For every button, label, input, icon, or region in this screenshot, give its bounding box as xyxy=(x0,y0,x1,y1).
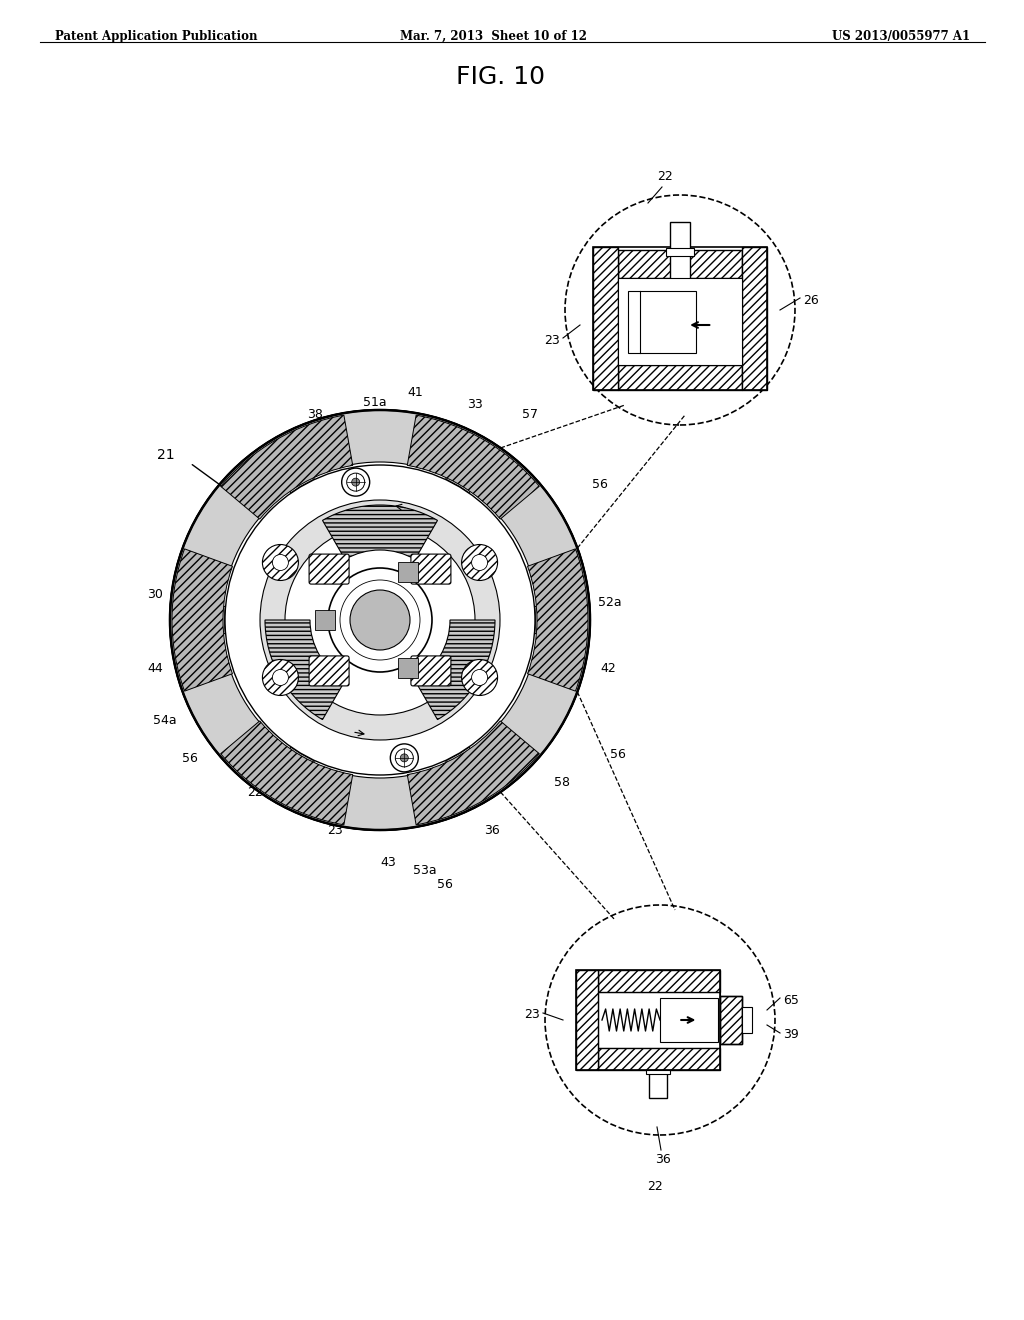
Text: 33: 33 xyxy=(467,399,483,412)
Circle shape xyxy=(400,754,409,762)
Bar xyxy=(598,993,720,1048)
Wedge shape xyxy=(170,411,590,830)
Bar xyxy=(690,249,742,279)
Bar xyxy=(720,997,742,1044)
Text: 22: 22 xyxy=(647,1180,663,1193)
Text: 22: 22 xyxy=(247,785,263,799)
Bar xyxy=(742,247,767,389)
Circle shape xyxy=(472,669,487,685)
Circle shape xyxy=(342,469,370,496)
Circle shape xyxy=(272,669,289,685)
Text: 22: 22 xyxy=(657,170,673,183)
Bar xyxy=(646,1071,670,1074)
Bar xyxy=(660,998,718,1041)
Circle shape xyxy=(545,906,775,1135)
Text: 21: 21 xyxy=(158,447,175,462)
Text: 56: 56 xyxy=(592,479,608,491)
Circle shape xyxy=(390,744,419,772)
Text: 30: 30 xyxy=(147,589,163,602)
Text: 56: 56 xyxy=(182,751,198,764)
Bar xyxy=(618,366,742,389)
Wedge shape xyxy=(323,506,437,560)
Circle shape xyxy=(328,568,432,672)
Bar xyxy=(593,247,618,389)
Circle shape xyxy=(262,660,298,696)
Circle shape xyxy=(347,473,365,491)
Circle shape xyxy=(350,590,410,649)
Text: 26: 26 xyxy=(803,293,819,306)
Text: 58: 58 xyxy=(554,776,570,788)
Text: 56: 56 xyxy=(437,879,453,891)
Bar xyxy=(742,1007,752,1034)
Wedge shape xyxy=(313,620,446,777)
Text: 23: 23 xyxy=(544,334,560,347)
Bar xyxy=(598,970,720,993)
Wedge shape xyxy=(220,721,352,825)
Text: 56: 56 xyxy=(610,748,626,762)
Text: US 2013/0055977 A1: US 2013/0055977 A1 xyxy=(831,30,970,44)
Text: Mar. 7, 2013  Sheet 10 of 12: Mar. 7, 2013 Sheet 10 of 12 xyxy=(400,30,587,44)
Text: 52a: 52a xyxy=(598,595,622,609)
Wedge shape xyxy=(260,500,500,741)
Circle shape xyxy=(262,544,298,581)
Text: 57: 57 xyxy=(522,408,538,421)
FancyBboxPatch shape xyxy=(309,554,349,583)
Text: 36: 36 xyxy=(484,824,500,837)
Circle shape xyxy=(462,544,498,581)
Wedge shape xyxy=(172,549,232,692)
Text: FIG. 10: FIG. 10 xyxy=(456,65,545,88)
Text: 54a: 54a xyxy=(154,714,177,726)
Bar xyxy=(670,222,690,249)
Text: 42: 42 xyxy=(600,661,615,675)
Wedge shape xyxy=(313,462,446,620)
Bar xyxy=(618,279,742,366)
Circle shape xyxy=(565,195,795,425)
FancyBboxPatch shape xyxy=(411,656,451,686)
Wedge shape xyxy=(415,620,495,719)
Text: 39: 39 xyxy=(783,1028,799,1041)
Bar xyxy=(575,970,598,1071)
Text: 44: 44 xyxy=(147,661,163,675)
Text: Patent Application Publication: Patent Application Publication xyxy=(55,30,257,44)
Circle shape xyxy=(351,478,359,486)
Bar xyxy=(575,970,720,1071)
Text: 53a: 53a xyxy=(414,863,437,876)
Text: 23: 23 xyxy=(524,1008,540,1022)
Bar xyxy=(593,247,767,389)
Bar xyxy=(397,657,418,677)
Bar xyxy=(649,1071,667,1098)
Circle shape xyxy=(170,411,590,830)
Wedge shape xyxy=(408,721,540,825)
Bar xyxy=(618,249,670,279)
Circle shape xyxy=(395,748,414,767)
Wedge shape xyxy=(265,620,345,719)
Bar xyxy=(666,248,694,256)
Wedge shape xyxy=(380,620,538,750)
Text: 23: 23 xyxy=(327,824,343,837)
Circle shape xyxy=(225,465,535,775)
Wedge shape xyxy=(222,491,380,620)
Circle shape xyxy=(272,554,289,570)
Wedge shape xyxy=(527,549,588,692)
Text: 38: 38 xyxy=(307,408,323,421)
Text: 51a: 51a xyxy=(364,396,387,408)
Wedge shape xyxy=(222,620,380,750)
Bar xyxy=(315,610,335,630)
Text: 33: 33 xyxy=(705,272,721,285)
Circle shape xyxy=(462,660,498,696)
Text: 41: 41 xyxy=(408,385,423,399)
Bar xyxy=(598,1048,720,1071)
Wedge shape xyxy=(220,416,352,519)
Wedge shape xyxy=(380,491,538,620)
FancyBboxPatch shape xyxy=(411,554,451,583)
FancyBboxPatch shape xyxy=(309,656,349,686)
Text: 36: 36 xyxy=(655,1152,671,1166)
Text: 43: 43 xyxy=(380,855,396,869)
Bar xyxy=(397,562,418,582)
Circle shape xyxy=(472,554,487,570)
Bar xyxy=(720,997,742,1044)
Wedge shape xyxy=(408,416,540,519)
Bar xyxy=(628,290,696,352)
Text: 65: 65 xyxy=(783,994,799,1006)
